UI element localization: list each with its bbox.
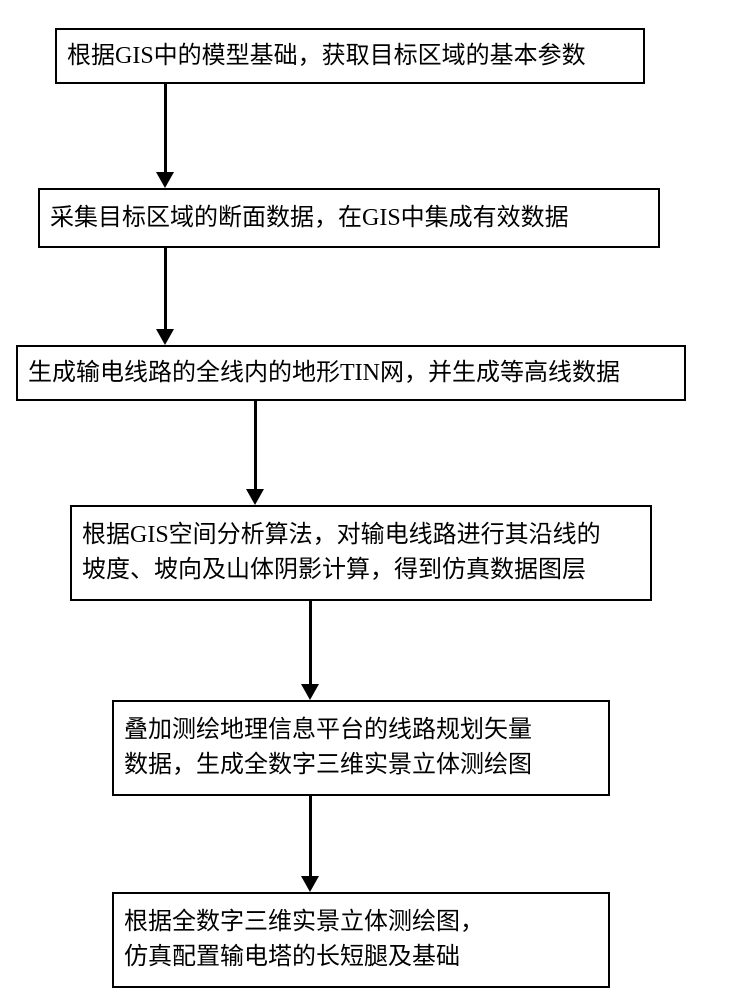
flow-arrow-line xyxy=(254,401,257,489)
flow-arrow-head xyxy=(246,489,264,505)
flow-arrow-line xyxy=(164,248,167,329)
flow-arrow-line xyxy=(309,601,312,684)
flow-arrow-head xyxy=(156,172,174,188)
flow-node-text: 根据GIS中的模型基础，获取目标区域的基本参数 xyxy=(57,39,643,74)
flow-node-text: 根据全数字三维实景立体测绘图， 仿真配置输电塔的长短腿及基础 xyxy=(114,905,608,975)
flow-node-n1: 根据GIS中的模型基础，获取目标区域的基本参数 xyxy=(55,28,645,84)
flow-node-text: 叠加测绘地理信息平台的线路规划矢量 数据，生成全数字三维实景立体测绘图 xyxy=(114,713,608,783)
flow-node-n4: 根据GIS空间分析算法，对输电线路进行其沿线的 坡度、坡向及山体阴影计算，得到仿… xyxy=(70,505,652,601)
flow-arrow-line xyxy=(164,84,167,172)
flow-node-text: 根据GIS空间分析算法，对输电线路进行其沿线的 坡度、坡向及山体阴影计算，得到仿… xyxy=(72,518,650,588)
flow-node-n2: 采集目标区域的断面数据，在GIS中集成有效数据 xyxy=(38,188,660,248)
flow-arrow-line xyxy=(309,796,312,876)
flow-node-text: 采集目标区域的断面数据，在GIS中集成有效数据 xyxy=(40,201,658,236)
flow-node-n6: 根据全数字三维实景立体测绘图， 仿真配置输电塔的长短腿及基础 xyxy=(112,892,610,988)
flow-node-text: 生成输电线路的全线内的地形TIN网，并生成等高线数据 xyxy=(18,356,684,391)
flow-node-n3: 生成输电线路的全线内的地形TIN网，并生成等高线数据 xyxy=(16,345,686,401)
flow-arrow-head xyxy=(156,329,174,345)
flow-arrow-head xyxy=(301,876,319,892)
flow-node-n5: 叠加测绘地理信息平台的线路规划矢量 数据，生成全数字三维实景立体测绘图 xyxy=(112,700,610,796)
flow-arrow-head xyxy=(301,684,319,700)
